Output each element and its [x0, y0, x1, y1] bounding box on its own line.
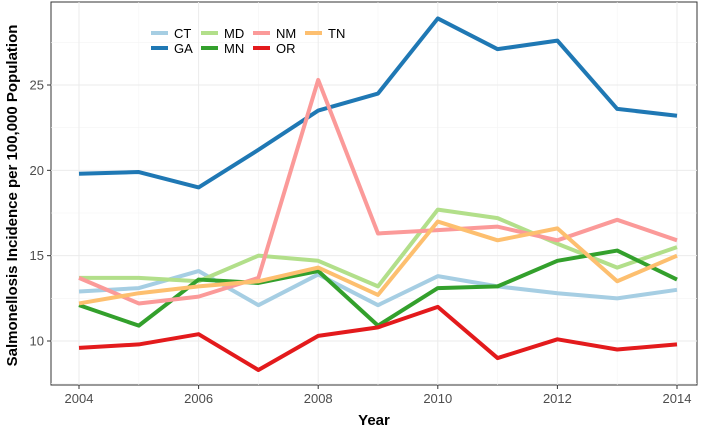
y-tick-label: 20 [30, 163, 44, 178]
legend-label: GA [174, 41, 193, 56]
x-tick-label: 2008 [304, 391, 333, 406]
legend-item-ct: CT [151, 26, 191, 41]
legend-item-md: MD [201, 26, 244, 41]
x-tick-label: 2006 [184, 391, 213, 406]
legend-label: CT [174, 26, 191, 41]
x-axis-title: Year [358, 412, 390, 429]
series-line-ga [78, 16, 678, 190]
x-axis-ticks: 2004 2006 2008 2010 2012 2014 [65, 385, 692, 406]
series-lines [78, 16, 678, 373]
legend-label: TN [328, 26, 345, 41]
legend-label: NM [276, 26, 296, 41]
legend-item-nm: NM [253, 26, 296, 41]
legend-label: MN [224, 41, 244, 56]
y-tick-label: 10 [30, 334, 44, 349]
series-line-tn [78, 219, 678, 306]
y-tick-label: 15 [30, 248, 44, 263]
series-line-md [79, 207, 678, 289]
legend-label: OR [276, 41, 296, 56]
series-line-or [78, 304, 678, 373]
x-tick-label: 2004 [65, 391, 94, 406]
y-axis-title: Salmonellosis Incidence per 100,000 Popu… [4, 25, 21, 367]
legend-item-or: OR [253, 41, 296, 56]
legend-item-tn: TN [305, 26, 345, 41]
series-line-nm [78, 77, 678, 306]
minor-gridlines [51, 2, 697, 385]
x-tick-label: 2010 [423, 391, 452, 406]
x-tick-label: 2014 [663, 391, 692, 406]
legend-item-ga: GA [151, 41, 193, 56]
legend-item-mn: MN [201, 41, 244, 56]
series-line-ct [78, 269, 678, 308]
legend-label: MD [224, 26, 244, 41]
x-tick-label: 2012 [543, 391, 572, 406]
major-gridlines [51, 2, 697, 385]
y-tick-label: 25 [30, 78, 44, 93]
y-axis-ticks: 10 15 20 25 [30, 78, 51, 349]
